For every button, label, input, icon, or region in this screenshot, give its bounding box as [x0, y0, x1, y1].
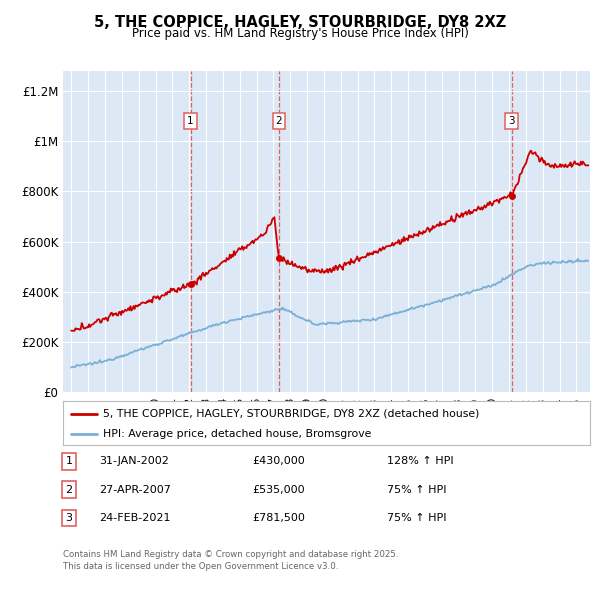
Text: 1: 1: [187, 116, 194, 126]
Text: 3: 3: [65, 513, 73, 523]
Text: £535,000: £535,000: [252, 485, 305, 494]
Text: 5, THE COPPICE, HAGLEY, STOURBRIDGE, DY8 2XZ: 5, THE COPPICE, HAGLEY, STOURBRIDGE, DY8…: [94, 15, 506, 30]
Text: 75% ↑ HPI: 75% ↑ HPI: [387, 485, 446, 494]
Text: Contains HM Land Registry data © Crown copyright and database right 2025.: Contains HM Land Registry data © Crown c…: [63, 550, 398, 559]
Text: 31-JAN-2002: 31-JAN-2002: [99, 457, 169, 466]
Text: 2: 2: [65, 485, 73, 494]
Text: 2: 2: [275, 116, 282, 126]
Text: £781,500: £781,500: [252, 513, 305, 523]
Text: 27-APR-2007: 27-APR-2007: [99, 485, 171, 494]
Text: £430,000: £430,000: [252, 457, 305, 466]
Text: 128% ↑ HPI: 128% ↑ HPI: [387, 457, 454, 466]
Text: 5, THE COPPICE, HAGLEY, STOURBRIDGE, DY8 2XZ (detached house): 5, THE COPPICE, HAGLEY, STOURBRIDGE, DY8…: [103, 409, 479, 418]
Text: 3: 3: [508, 116, 515, 126]
Text: HPI: Average price, detached house, Bromsgrove: HPI: Average price, detached house, Brom…: [103, 430, 371, 440]
Text: 1: 1: [65, 457, 73, 466]
Text: This data is licensed under the Open Government Licence v3.0.: This data is licensed under the Open Gov…: [63, 562, 338, 571]
Text: 75% ↑ HPI: 75% ↑ HPI: [387, 513, 446, 523]
Text: 24-FEB-2021: 24-FEB-2021: [99, 513, 170, 523]
Text: Price paid vs. HM Land Registry's House Price Index (HPI): Price paid vs. HM Land Registry's House …: [131, 27, 469, 40]
